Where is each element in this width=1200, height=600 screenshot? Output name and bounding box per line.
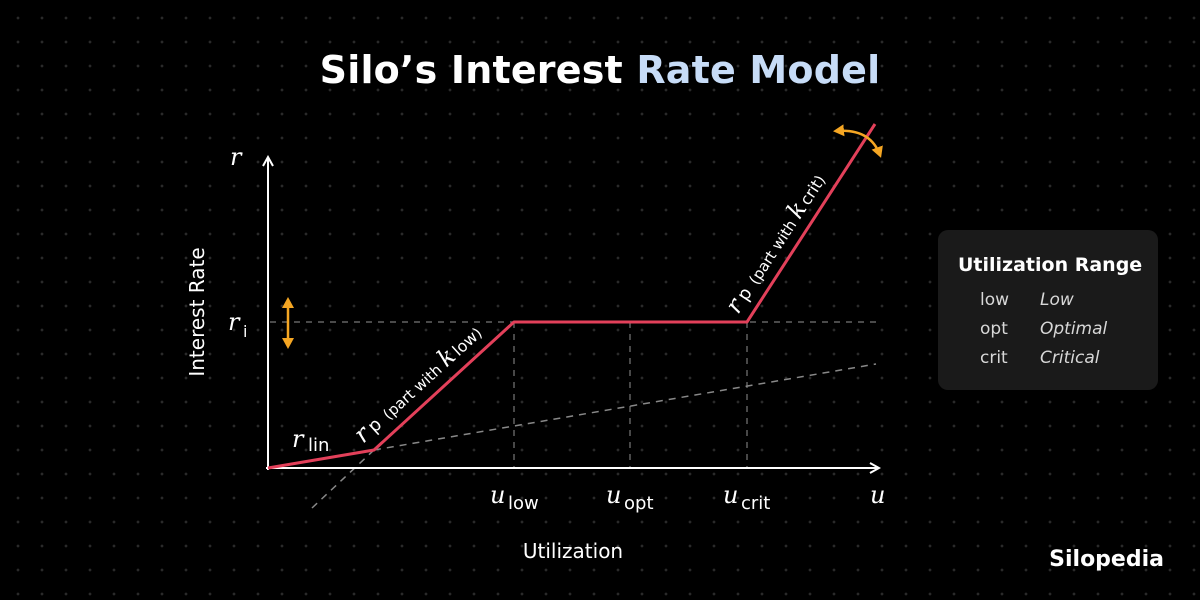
brand-logo-text: Silopedia [1049, 547, 1164, 572]
legend-row-low: low Low [980, 290, 1074, 310]
x-axis-symbol: u [870, 481, 885, 509]
curve-label-r-p-low: rp(part with klow) [348, 318, 487, 448]
extrapolated-dashed-line [311, 449, 375, 509]
legend-row-crit: crit Critical [980, 348, 1099, 368]
interest-rate-curve [267, 123, 877, 470]
legend-abbr: opt [980, 319, 1008, 339]
curve-label-r-p-crit: rp(part with kcrit) [720, 168, 831, 319]
title-main: Silo’s Interest [319, 48, 637, 92]
curve-label-r-lin: r lin [292, 425, 329, 456]
tick-label-u-opt: u opt [606, 481, 654, 514]
tick-u-crit-symbol: u [723, 481, 738, 509]
r-lin-sub: lin [308, 435, 329, 456]
tick-u-low-sub: low [508, 493, 539, 514]
svg-text:rp(part with klow): rp(part with klow) [348, 318, 487, 448]
tick-u-crit-sub: crit [741, 493, 770, 514]
legend-title: Utilization Range [958, 254, 1143, 276]
svg-text:rp(part with kcrit): rp(part with kcrit) [720, 168, 831, 319]
legend-abbr: low [980, 290, 1010, 310]
title-accent: Rate Model [636, 48, 881, 92]
tick-label-u-crit: u crit [723, 481, 770, 514]
r-lin-symbol: r [292, 425, 305, 453]
page-title: Silo’s Interest Rate Model [0, 48, 1200, 92]
tick-ri-sub: i [243, 322, 247, 341]
baseline-dashed-line [373, 363, 877, 451]
y-axis-symbol: r [230, 143, 243, 171]
rotate-arrow-icon [833, 124, 883, 158]
tick-ri-symbol: r [228, 308, 241, 336]
y-axis-label: Interest Rate [185, 247, 209, 376]
tick-label-u-low: u low [490, 481, 539, 514]
tick-u-opt-sub: opt [624, 493, 654, 514]
tick-u-low-symbol: u [490, 481, 505, 509]
x-axis-label: Utilization [523, 539, 623, 563]
legend-name: Optimal [1040, 319, 1108, 339]
legend-name: Low [1040, 290, 1074, 310]
utilization-range-legend: Utilization Range low Low opt Optimal crit… [938, 230, 1158, 390]
tick-label-ri: r i [228, 308, 247, 341]
legend-abbr: crit [980, 348, 1008, 368]
tick-u-opt-symbol: u [606, 481, 621, 509]
legend-name: Critical [1040, 348, 1100, 368]
legend-row-opt: opt Optimal [980, 319, 1107, 339]
